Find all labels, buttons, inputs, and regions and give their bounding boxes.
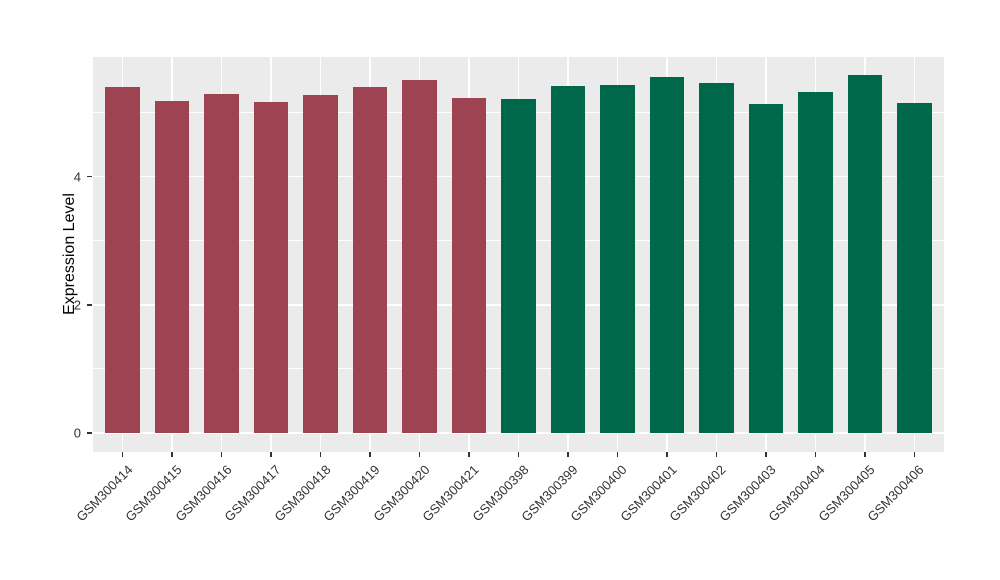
x-tick-mark [913,452,916,457]
bar-GSM300418 [303,95,338,433]
x-tick-mark [369,452,371,457]
bar-GSM300406 [896,103,932,433]
y-tick-mark [87,175,92,178]
y-tick-label-2: 2 [73,297,81,313]
x-tick-mark [814,452,817,457]
x-tick-mark [715,452,718,457]
x-tick-mark [121,452,124,457]
x-tick-mark [319,452,322,457]
y-tick-label-0: 0 [73,425,81,441]
bar-GSM300417 [253,101,289,433]
x-tick-mark [666,452,668,457]
x-tick-mark [220,452,223,457]
bar-GSM300403 [748,103,784,433]
y-tick-label-4: 4 [73,169,81,185]
bar-GSM300404 [798,91,833,433]
bar-GSM300401 [649,77,685,433]
bar-GSM300402 [699,82,734,433]
bar-GSM300398 [501,98,536,433]
bar-GSM300405 [847,74,883,433]
x-tick-mark [517,452,520,457]
x-tick-mark [418,452,421,457]
x-tick-mark [567,452,569,457]
y-tick-mark [87,432,92,434]
bar-GSM300419 [352,87,388,433]
x-tick-mark [864,452,866,457]
bar-GSM300399 [550,85,586,433]
bar-GSM300421 [451,97,487,433]
bar-GSM300420 [402,80,437,433]
x-tick-mark [270,452,272,457]
bar-GSM300414 [105,87,140,433]
bar-GSM300400 [600,84,635,433]
y-tick-mark [87,304,92,306]
x-tick-mark [765,452,767,457]
plot-panel [93,57,944,452]
x-tick-mark [468,452,470,457]
bar-GSM300416 [204,94,239,433]
x-tick-mark [171,452,173,457]
bar-GSM300415 [154,101,190,433]
x-tick-mark [616,452,619,457]
